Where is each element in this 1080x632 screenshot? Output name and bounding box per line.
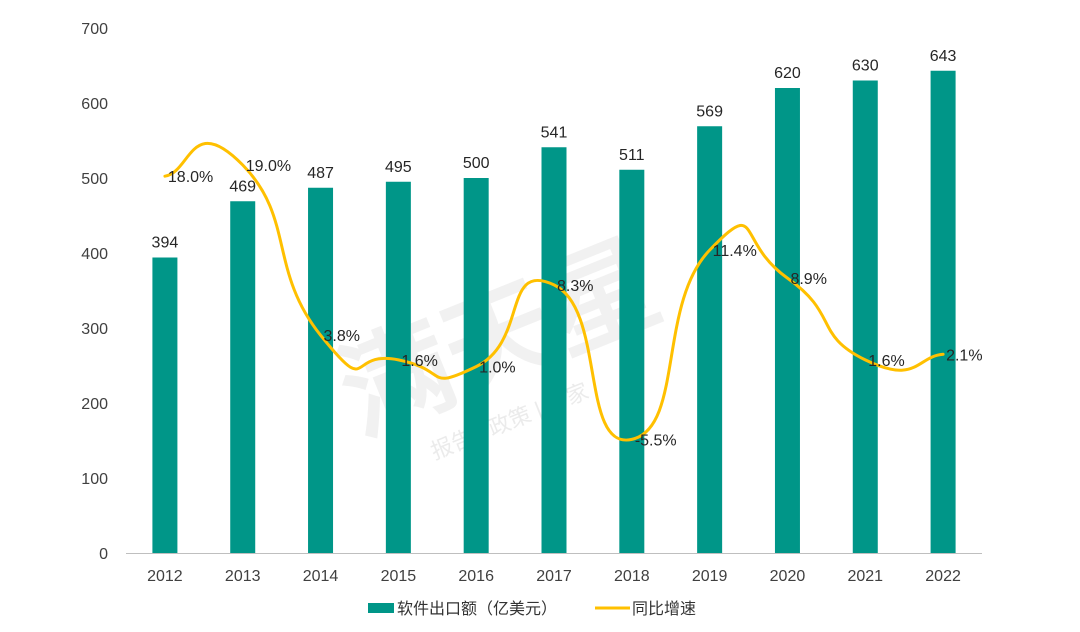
bar — [152, 257, 178, 553]
bar-data-label: 495 — [385, 159, 412, 176]
x-tick-label: 2018 — [614, 568, 650, 585]
line-data-label: 1.0% — [479, 360, 515, 377]
bar — [385, 181, 411, 553]
bar-data-label: 630 — [852, 58, 879, 75]
y-tick-label: 500 — [81, 171, 108, 188]
legend-swatch-bar — [368, 603, 394, 613]
bar-data-label: 394 — [152, 235, 179, 252]
bar-data-label: 643 — [930, 48, 957, 65]
line-data-label: 8.3% — [557, 278, 593, 295]
y-tick-label: 100 — [81, 471, 108, 488]
bar-data-label: 569 — [696, 103, 723, 120]
bar-data-label: 511 — [619, 147, 645, 164]
legend-label-bar: 软件出口额（亿美元） — [397, 600, 557, 618]
bar — [774, 88, 800, 553]
bar — [308, 187, 334, 553]
x-tick-label: 2022 — [925, 568, 961, 585]
line-data-label: 8.9% — [790, 271, 826, 288]
line-data-label: 1.6% — [868, 353, 904, 370]
bar-data-label: 620 — [774, 65, 801, 82]
y-tick-label: 200 — [81, 396, 108, 413]
line-data-label: 2.1% — [946, 347, 982, 364]
bar-series — [152, 70, 956, 553]
y-axis: 0 100 200 300 400 500 600 700 — [81, 21, 108, 563]
y-tick-label: 0 — [99, 546, 108, 563]
line-series — [163, 141, 945, 442]
x-tick-label: 2017 — [536, 568, 572, 585]
x-tick-label: 2021 — [847, 568, 883, 585]
y-tick-label: 400 — [81, 246, 108, 263]
bar — [852, 80, 878, 553]
bar — [541, 147, 567, 553]
y-tick-label: 600 — [81, 96, 108, 113]
line-data-label: 1.6% — [401, 353, 437, 370]
x-tick-label: 2013 — [225, 568, 261, 585]
line-data-label: 19.0% — [246, 158, 291, 175]
bar-data-label: 500 — [463, 155, 490, 172]
x-tick-label: 2012 — [147, 568, 183, 585]
line-data-labels: 18.0% 19.0% 3.8% 1.6% 1.0% 8.3% -5.5% 11.4% 8.9%… — [168, 158, 983, 449]
legend: 软件出口额（亿美元） 同比增速 — [368, 600, 696, 618]
line-data-label: -5.5% — [635, 432, 677, 449]
x-tick-label: 2019 — [692, 568, 728, 585]
y-tick-label: 700 — [81, 21, 108, 38]
x-tick-label: 2016 — [458, 568, 494, 585]
x-axis: 2012 2013 2014 2015 2016 2017 2018 2019 2020 2021… — [126, 553, 982, 585]
bar-data-labels: 394 469 487 495 500 541 511 569 620 630 643 — [152, 48, 957, 252]
bar — [697, 126, 723, 553]
bar — [230, 201, 256, 553]
x-tick-label: 2015 — [381, 568, 417, 585]
bar — [930, 70, 956, 553]
bar-data-label: 469 — [229, 178, 256, 195]
line-data-label: 18.0% — [168, 169, 213, 186]
bar-data-label: 487 — [307, 165, 334, 182]
y-tick-label: 300 — [81, 321, 108, 338]
bar — [619, 169, 645, 553]
line-data-label: 11.4% — [713, 243, 757, 260]
x-tick-label: 2014 — [303, 568, 339, 585]
bar-data-label: 541 — [541, 124, 568, 141]
line-data-label: 3.8% — [324, 328, 360, 345]
x-tick-label: 2020 — [770, 568, 806, 585]
legend-label-line: 同比增速 — [632, 600, 696, 618]
